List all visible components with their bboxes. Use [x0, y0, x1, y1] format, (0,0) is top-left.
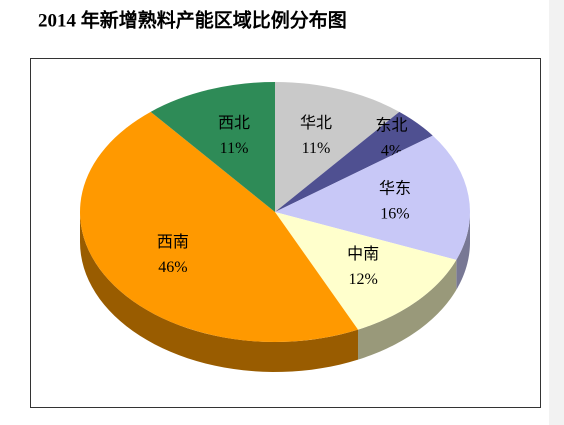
- value-label: 16%: [380, 206, 409, 223]
- chart-title: 2014 年新增熟料产能区域比例分布图: [38, 8, 347, 31]
- slice-side: [358, 259, 457, 360]
- side-strip: [549, 0, 564, 425]
- slice-side: [80, 212, 359, 372]
- slice: [275, 212, 457, 330]
- slice: [275, 111, 433, 212]
- value-label: 11%: [220, 140, 249, 157]
- slice-label: 西南: [157, 233, 189, 251]
- slice: [275, 135, 470, 260]
- slice-side: [456, 212, 470, 290]
- slice: [275, 82, 400, 212]
- slice-label: 中南: [347, 245, 379, 263]
- slice-label: 华北: [300, 114, 332, 132]
- slice-label: 华东: [379, 180, 411, 198]
- value-label: 46%: [158, 259, 187, 276]
- slice: [150, 82, 275, 212]
- slice-label: 西北: [218, 114, 250, 132]
- value-label: 12%: [348, 271, 377, 288]
- value-label: 11%: [302, 140, 331, 157]
- slice: [80, 111, 359, 342]
- slice-label: 东北: [376, 117, 408, 135]
